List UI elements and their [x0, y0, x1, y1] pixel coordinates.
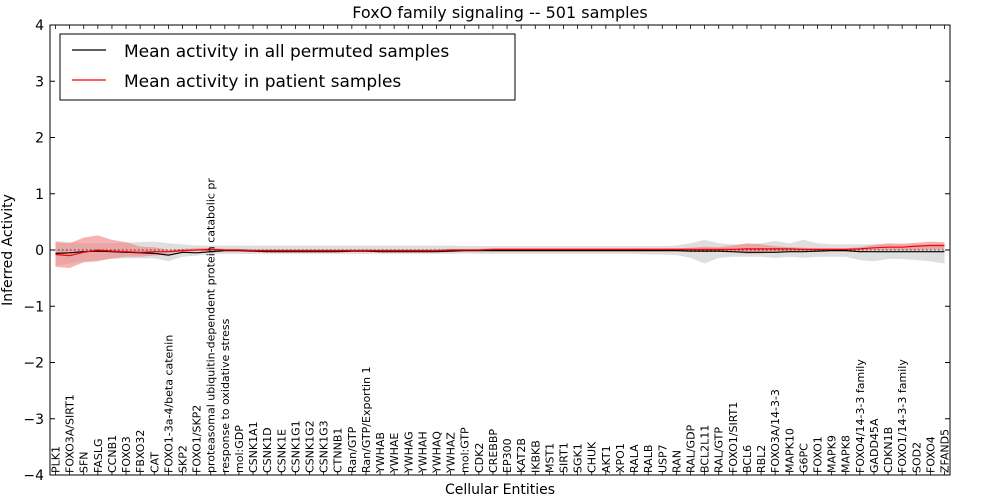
x-category-label: PLK1 [50, 446, 63, 473]
x-category-label: CSNK1E [275, 429, 288, 473]
x-category-label: CSNK1G2 [304, 420, 317, 473]
x-category-label: CSNK1G3 [318, 420, 331, 473]
x-category-label: YWHAB [374, 432, 387, 474]
x-category-label: SGK1 [572, 443, 585, 473]
x-category-label: CHUK [586, 441, 599, 473]
x-category-label: SIRT1 [558, 442, 571, 473]
permuted-variance-band [55, 239, 945, 266]
x-category-label: response to oxidative stress [219, 318, 232, 473]
x-category-label: FOXO4/14-3-3 family [854, 359, 867, 473]
x-category-label: FASLG [92, 439, 105, 473]
x-category-label: RBL2 [755, 445, 768, 473]
x-axis: PLK1 FOXO3A/SIRT1 SFN FASLG CCNB1 FOXO3 FBXO32… [50, 25, 952, 475]
x-category-label: BCL2L11 [699, 425, 712, 473]
x-category-label: IKBKB [529, 440, 542, 473]
y-tick-label: −1 [23, 299, 44, 315]
chart-title: FoxO family signaling -- 501 samples [352, 3, 647, 22]
y-tick-label: 0 [35, 243, 44, 259]
patient-mean-line [55, 244, 945, 257]
x-category-label: FOXO4 [924, 436, 937, 473]
x-category-label: CCNB1 [106, 435, 119, 473]
x-category-label: XPO1 [614, 443, 627, 473]
x-category-label: FOXO1/14-3-3 family [896, 359, 909, 473]
x-category-label: YWHAH [416, 431, 429, 474]
x-category-label: RAL/GDP [685, 424, 698, 473]
legend-permuted-label: Mean activity in all permuted samples [124, 42, 449, 62]
x-category-label: CREBBP [487, 429, 500, 473]
x-category-label: FBXO32 [134, 430, 147, 473]
x-category-label: CDK2 [473, 443, 486, 473]
x-category-label: FOXO3A/SIRT1 [64, 394, 77, 473]
x-category-label: mol:GDP [233, 425, 246, 473]
y-tick-label: 2 [35, 131, 44, 147]
x-axis-title: Cellular Entities [445, 482, 555, 498]
legend-patient-label: Mean activity in patient samples [124, 72, 401, 92]
x-category-label: MAPK9 [826, 435, 839, 473]
x-category-label: YWHAZ [445, 432, 458, 474]
x-category-label: ZFAND5 [939, 429, 952, 473]
y-tick-label: 4 [35, 18, 44, 34]
y-tick-label: −2 [23, 356, 44, 372]
x-category-label: MAPK10 [783, 428, 796, 473]
y-tick-label: −4 [23, 468, 44, 484]
legend-box [59, 33, 516, 101]
x-category-label: YWHAE [388, 433, 401, 474]
x-category-label: Ran/GTP [346, 426, 359, 473]
x-category-label: MAPK8 [840, 435, 853, 473]
plot-area [50, 235, 950, 268]
x-category-label: SFN [78, 451, 91, 473]
x-category-label: mol:GTP [459, 427, 472, 473]
y-tick-label: 1 [35, 187, 44, 203]
x-category-label: RALA [628, 444, 641, 473]
x-category-label: YWHAG [402, 431, 415, 474]
x-category-label: RAN [670, 450, 683, 473]
x-category-label: Ran/GTP/Exportin 1 [360, 366, 373, 473]
x-category-label: SKP2 [177, 445, 190, 473]
x-category-label: SOD2 [910, 442, 923, 473]
x-category-label: CSNK1G1 [289, 420, 302, 473]
x-category-label: CDKN1B [882, 427, 895, 473]
x-category-label: RAL/GTP [713, 427, 726, 473]
x-category-label: AKT1 [600, 445, 613, 473]
x-category-label: GADD45A [868, 418, 881, 473]
x-category-label: CSNK1A1 [247, 421, 260, 473]
x-category-label: CTNNB1 [332, 428, 345, 473]
x-category-label: KAT2B [515, 438, 528, 473]
y-tick-label: 3 [35, 74, 44, 90]
x-category-label: G6PC [797, 443, 810, 473]
x-category-label: FOXO1/SKP2 [191, 405, 204, 473]
x-category-label: FOXO1/SIRT1 [727, 402, 740, 473]
permuted-mean-line [55, 250, 945, 256]
x-category-label: MST1 [543, 443, 556, 473]
x-category-label: FOXO3 [120, 436, 133, 473]
x-category-label: USP7 [656, 444, 669, 473]
x-category-label: CSNK1D [261, 427, 274, 473]
x-category-label: BCL6 [741, 445, 754, 473]
legend: Mean activity in all permuted samples Me… [59, 33, 516, 101]
y-tick-label: −3 [23, 412, 44, 428]
y-axis: −4 −3 −2 −1 0 1 2 3 4 [23, 18, 950, 484]
x-category-label: RALB [642, 445, 655, 473]
x-category-label: proteasomal ubiquitin-dependent protein … [205, 178, 218, 473]
x-category-label: EP300 [501, 438, 514, 473]
x-category-label: FOXO1 [812, 436, 825, 473]
x-category-label: FOXO3A/14-3-3 [769, 389, 782, 473]
x-category-label: YWHAQ [431, 431, 444, 474]
x-category-label: CAT [148, 452, 161, 473]
y-axis-title: Inferred Activity [0, 194, 16, 306]
x-category-label: FOXO1-3a-4/beta catenin [162, 335, 175, 473]
